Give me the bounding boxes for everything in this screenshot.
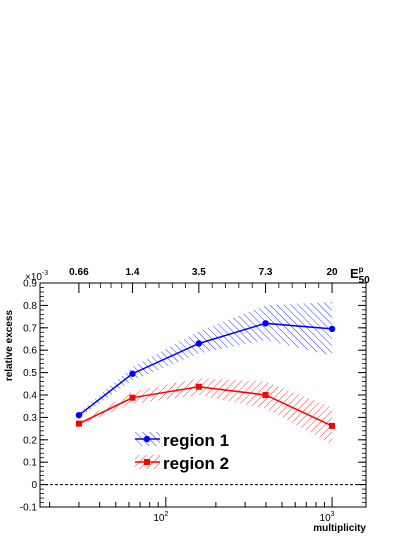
data-point-region-1: [328, 325, 336, 333]
data-point-region-2: [75, 420, 82, 427]
data-point-region-1: [129, 370, 136, 377]
y-exponent-label: ×10-3: [25, 270, 48, 283]
y-axis: -0.1 0 0.1 0.2 0.3 0.4 0.5 0.6 0.7 0.8 0.9: [20, 279, 366, 514]
top-axis: 0.66 1.4 3.5 7.3 20: [69, 267, 338, 293]
data-point-region-2: [129, 394, 136, 401]
x-axis: 102 103: [49, 497, 335, 524]
error-band-region-1: [78, 302, 333, 418]
legend-label-region-1: region 1: [163, 431, 229, 450]
y-tick-label: 0.3: [23, 413, 37, 424]
y-tick-label: 0.1: [23, 458, 37, 469]
top-axis-label-base: E: [350, 266, 359, 281]
top-axis-label-sub: 50: [359, 275, 371, 286]
top-tick-label: 7.3: [259, 267, 273, 278]
data-point-region-1: [75, 411, 83, 419]
y-tick-label: 0.5: [23, 368, 37, 379]
y-tick-label: 0.2: [23, 435, 37, 446]
y-exponent-power: -3: [42, 270, 48, 277]
data-point-region-2: [262, 392, 269, 398]
y-axis-label: relative excess: [4, 310, 15, 382]
error-band-region-2: [78, 378, 333, 445]
top-axis-label-super: p: [359, 265, 364, 274]
y-tick-label: 0: [31, 480, 37, 491]
data-series: [75, 320, 336, 429]
error-bands: [78, 302, 333, 445]
x-tick-label: 103: [320, 511, 335, 524]
top-tick-label: 1.4: [126, 267, 140, 278]
legend-marker-region-2: [144, 459, 150, 465]
top-tick-label: 3.5: [192, 267, 206, 278]
y-tick-label: 0.8: [23, 301, 37, 312]
top-tick-label: 20: [327, 267, 339, 278]
data-point-region-2: [195, 383, 202, 390]
x-axis-label: multiplicity: [313, 523, 366, 534]
data-point-region-1: [262, 320, 269, 327]
legend-marker-region-1: [143, 435, 151, 443]
y-tick-label: 0.6: [23, 346, 37, 357]
data-point-region-1: [195, 340, 203, 347]
y-tick-label: 0.9: [23, 279, 37, 290]
top-tick-label: 0.66: [69, 267, 89, 278]
y-exponent-base: ×10: [25, 272, 42, 283]
y-tick-label: 0.4: [23, 391, 37, 402]
y-tick-label: -0.1: [20, 503, 38, 514]
legend-label-region-2: region 2: [163, 454, 229, 473]
y-tick-label: 0.7: [23, 323, 37, 334]
x-tick-label: 102: [153, 511, 168, 524]
legend: region 1 region 2: [135, 431, 229, 473]
data-point-region-2: [329, 422, 336, 429]
top-axis-label: Ep 50: [350, 265, 370, 286]
